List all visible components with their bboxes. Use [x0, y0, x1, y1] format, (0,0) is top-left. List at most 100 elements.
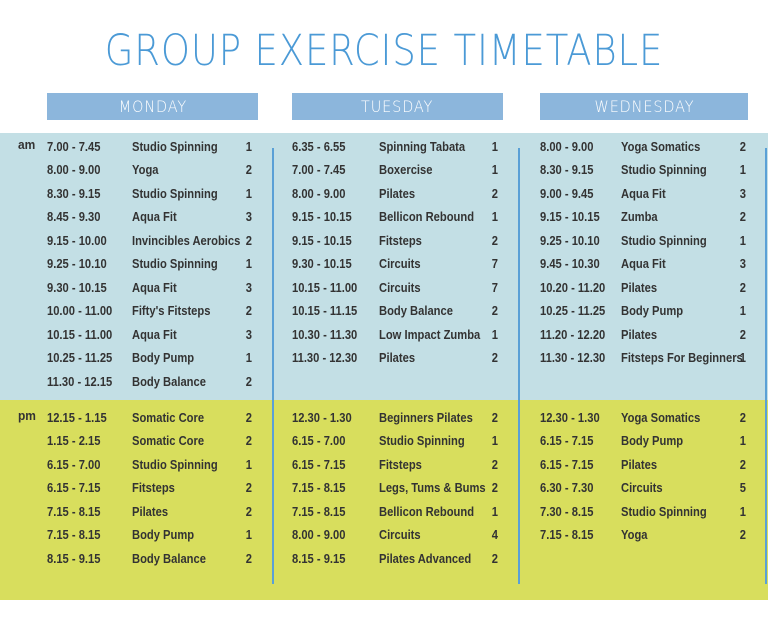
class-name: Pilates — [621, 326, 658, 342]
schedule-row: 9.15 - 10.15 Bellicon Rebound 1 — [0, 207, 768, 227]
schedule-row: 10.25 - 11.25 Body Pump 1 — [0, 301, 768, 321]
schedule-row: 7.15 - 8.15 Legs, Tums & Bums 2 — [0, 478, 768, 498]
schedule-row: 8.30 - 9.15 Studio Spinning 1 — [0, 184, 768, 204]
class-name: Fitsteps — [132, 480, 175, 496]
schedule-row: 6.35 - 6.55 Spinning Tabata 1 — [0, 137, 768, 157]
class-name: Studio Spinning — [621, 503, 707, 519]
studio-number: 2 — [245, 303, 252, 319]
class-name: Somatic Core — [132, 433, 205, 449]
studio-number: 2 — [491, 232, 498, 248]
schedule-row: 11.30 - 12.15 Body Balance 2 — [0, 372, 768, 392]
studio-number: 5 — [739, 480, 746, 496]
schedule-row: 6.15 - 7.15 Pilates 2 — [0, 455, 768, 475]
class-name: Body Balance — [379, 303, 453, 319]
studio-number: 1 — [491, 209, 498, 225]
class-name: Fitsteps — [379, 456, 422, 472]
class-name: Circuits — [379, 256, 421, 272]
studio-number: 3 — [245, 326, 252, 342]
studio-number: 2 — [245, 162, 252, 178]
schedule-row: 8.00 - 9.00 Circuits 4 — [0, 525, 768, 545]
class-name: Invincibles Aerobics — [132, 232, 241, 248]
class-name: Zumba — [621, 209, 658, 225]
schedule-row: 7.15 - 8.15 Bellicon Rebound 1 — [0, 502, 768, 522]
studio-number: 1 — [245, 185, 252, 201]
class-time: 11.20 - 12.20 — [540, 326, 606, 342]
schedule-row: 9.30 - 10.15 Aqua Fit 3 — [0, 278, 768, 298]
schedule-row: 6.15 - 7.15 Fitsteps 2 — [0, 455, 768, 475]
class-name: Somatic Core — [132, 410, 205, 425]
schedule-row: 7.15 - 8.15 Body Pump 1 — [0, 525, 768, 545]
studio-number: 1 — [739, 232, 746, 248]
studio-number: 1 — [245, 350, 252, 366]
class-time: 8.30 - 9.15 — [540, 162, 594, 178]
class-time: 10.30 - 11.30 — [292, 326, 358, 342]
schedule-row: 8.00 - 9.00 Pilates 2 — [0, 184, 768, 204]
schedule-row: 8.00 - 9.00 Yoga Somatics 2 — [0, 137, 768, 157]
class-name: Pilates — [379, 185, 416, 201]
class-name: Studio Spinning — [132, 185, 218, 201]
class-time: 9.25 - 10.10 — [540, 232, 600, 248]
schedule-row: 8.15 - 9.15 Body Balance 2 — [0, 549, 768, 569]
schedule-row: 9.15 - 10.00 Invincibles Aerobics 2 — [0, 231, 768, 251]
class-name: Circuits — [621, 480, 663, 496]
studio-number: 4 — [491, 527, 498, 543]
schedule-row: 7.15 - 8.15 Yoga 2 — [0, 525, 768, 545]
studio-number: 1 — [491, 433, 498, 449]
studio-number: 2 — [739, 279, 746, 295]
schedule-row: 11.20 - 12.20 Pilates 2 — [0, 325, 768, 345]
schedule-row: 6.15 - 7.00 Studio Spinning 1 — [0, 431, 768, 451]
class-name: Pilates Advanced — [379, 550, 472, 566]
schedule-row: 7.15 - 8.15 Pilates 2 — [0, 502, 768, 522]
studio-number: 2 — [245, 232, 252, 248]
studio-number: 7 — [491, 279, 498, 295]
studio-number: 1 — [739, 503, 746, 519]
studio-number: 1 — [491, 326, 498, 342]
period-label-am: am — [18, 137, 36, 152]
class-time: 7.15 - 8.15 — [292, 480, 346, 496]
schedule-row: 6.15 - 7.00 Studio Spinning 1 — [0, 455, 768, 475]
schedule-row: 7.00 - 7.45 Studio Spinning 1 — [0, 137, 768, 157]
class-time: 1.15 - 2.15 — [47, 433, 101, 449]
class-time: 10.00 - 11.00 — [47, 303, 113, 319]
class-time: 6.15 - 7.15 — [292, 456, 346, 472]
class-name: Pilates — [379, 350, 416, 366]
class-time: 9.15 - 10.15 — [292, 209, 352, 225]
schedule-row: 6.30 - 7.30 Circuits 5 — [0, 478, 768, 498]
schedule-row: 11.30 - 12.30 Fitsteps For Beginners 1 — [0, 348, 768, 368]
schedule-row: 9.45 - 10.30 Aqua Fit 3 — [0, 254, 768, 274]
schedule-row: 10.00 - 11.00 Fifty's Fitsteps 2 — [0, 301, 768, 321]
class-time: 7.15 - 8.15 — [47, 527, 101, 543]
studio-number: 2 — [491, 550, 498, 566]
class-name: Fifty's Fitsteps — [132, 303, 211, 319]
class-name: Yoga — [621, 527, 648, 543]
schedule-row: 11.30 - 12.30 Pilates 2 — [0, 348, 768, 368]
class-name: Circuits — [379, 527, 421, 543]
class-time: 9.25 - 10.10 — [47, 256, 107, 272]
class-name: Pilates — [621, 456, 658, 472]
column-divider-3 — [765, 148, 767, 584]
class-time: 11.30 - 12.30 — [540, 350, 606, 366]
studio-number: 2 — [245, 503, 252, 519]
day-header-wednesday: WEDNESDAY — [540, 93, 748, 120]
pm-panel — [0, 400, 768, 600]
studio-number: 2 — [245, 410, 252, 425]
schedule-row: 9.15 - 10.15 Zumba 2 — [0, 207, 768, 227]
class-name: Body Pump — [621, 433, 684, 449]
class-time: 8.00 - 9.00 — [47, 162, 101, 178]
class-name: Studio Spinning — [132, 139, 218, 154]
class-name: Studio Spinning — [379, 433, 465, 449]
studio-number: 2 — [245, 550, 252, 566]
class-name: Pilates — [621, 279, 658, 295]
studio-number: 2 — [491, 456, 498, 472]
schedule-row: 12.30 - 1.30 Yoga Somatics 2 — [0, 408, 768, 428]
class-name: Bellicon Rebound — [379, 209, 475, 225]
class-time: 9.15 - 10.00 — [47, 232, 107, 248]
studio-number: 1 — [245, 527, 252, 543]
class-time: 8.15 - 9.15 — [47, 550, 101, 566]
page-title: GROUP EXERCISE TIMETABLE — [104, 26, 664, 76]
studio-number: 2 — [739, 527, 746, 543]
studio-number: 1 — [739, 433, 746, 449]
schedule-row: 10.25 - 11.25 Body Pump 1 — [0, 348, 768, 368]
class-name: Beginners Pilates — [379, 410, 473, 425]
class-time: 6.15 - 7.00 — [47, 456, 101, 472]
